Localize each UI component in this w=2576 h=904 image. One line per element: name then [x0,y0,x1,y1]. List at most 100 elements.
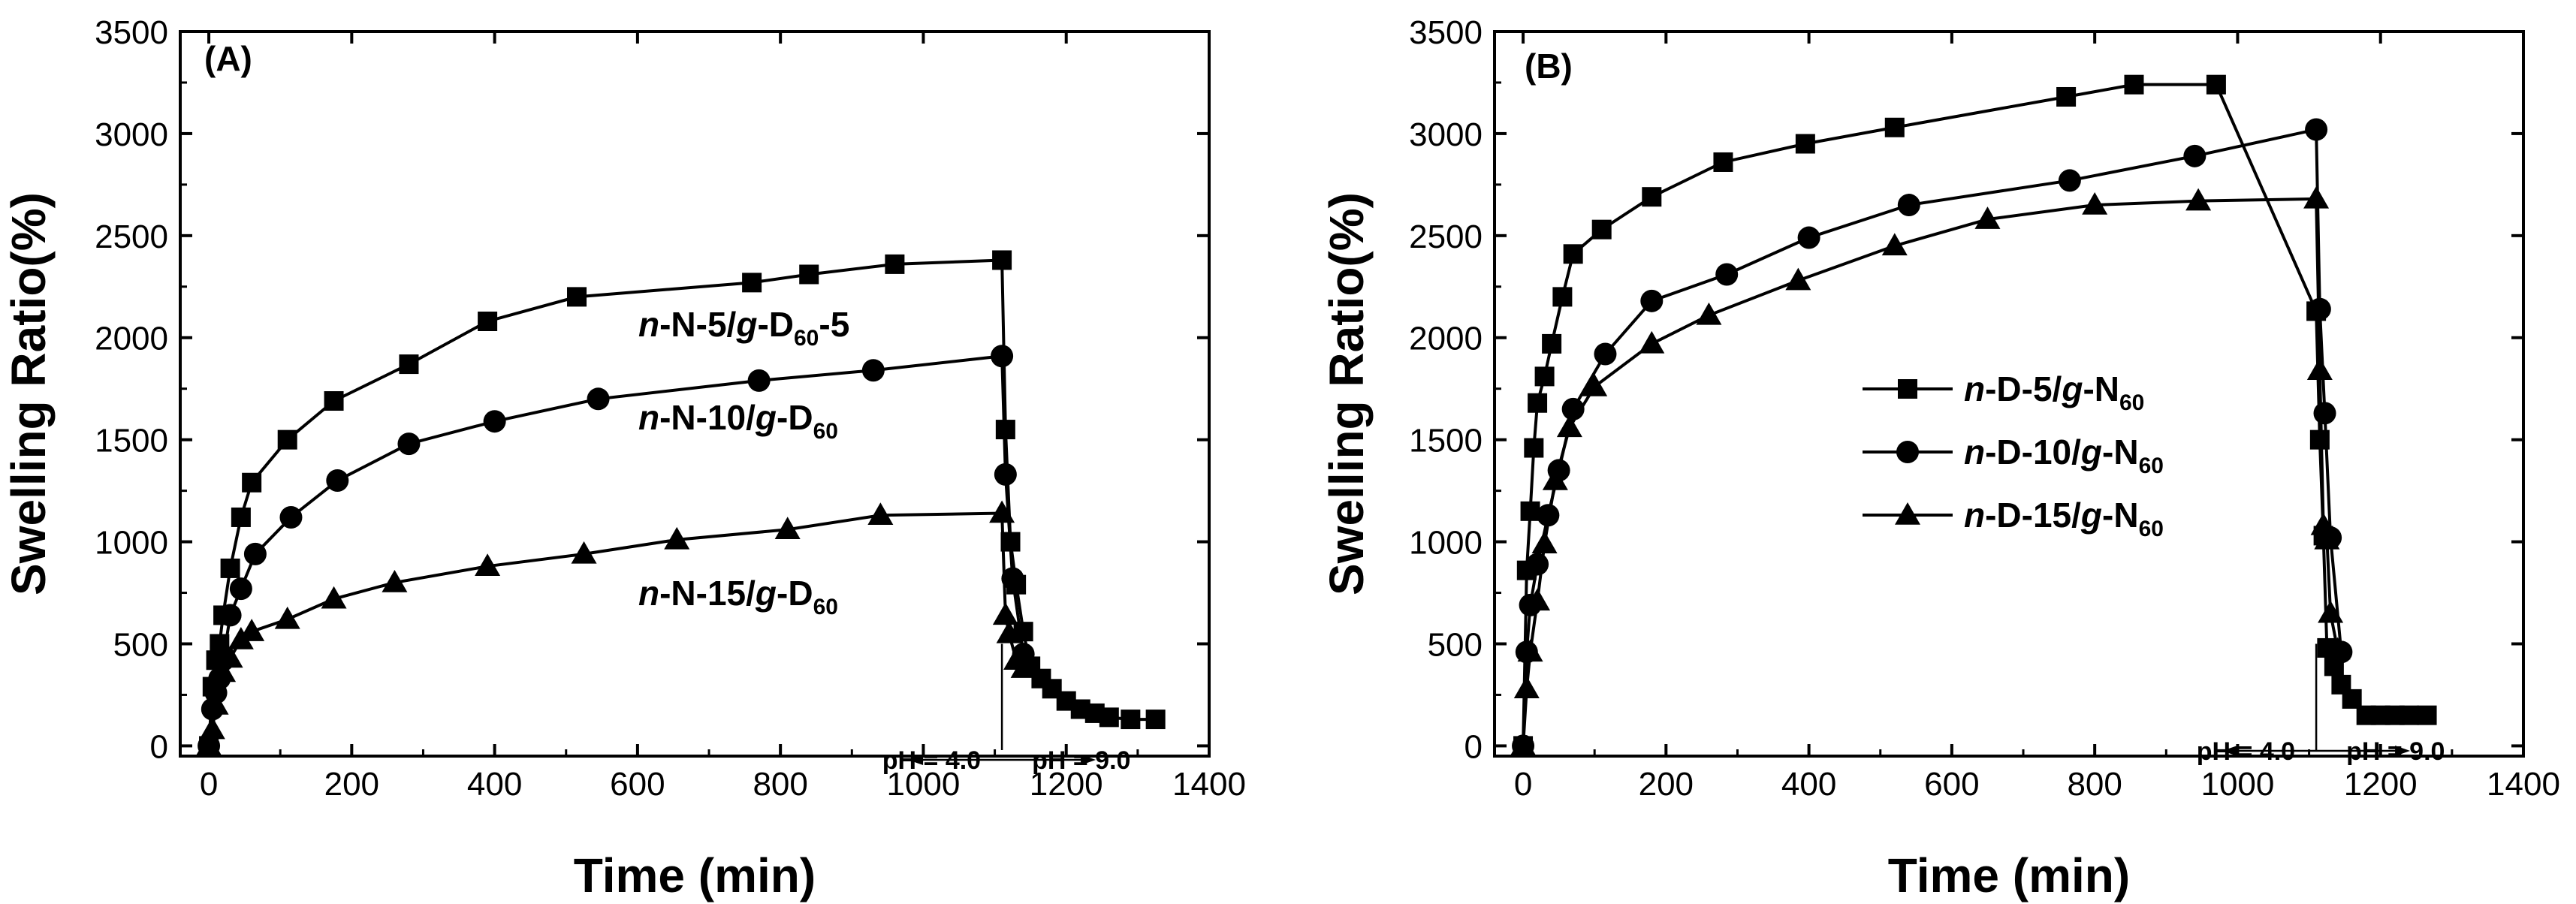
x-axis-title: Time (min) [574,848,816,902]
data-point-triangle [1513,676,1540,699]
data-point-square [1520,501,1540,521]
y-tick-label: 1000 [95,525,168,562]
data-point-square [2342,689,2362,709]
data-point-square [1528,393,1548,413]
data-point-circle [326,469,349,493]
label-part: g [2080,432,2102,472]
label-part: -N-15/ [659,574,756,613]
data-point-triangle [1974,206,2001,229]
data-point-triangle [2324,637,2351,660]
x-tick-label: 400 [467,766,522,803]
legend-marker-triangle [1895,502,1920,525]
x-tick-label: 600 [1924,766,1979,803]
x-tick-label: 400 [1781,766,1836,803]
data-point-square [1642,187,1662,207]
y-tick-label: 2500 [95,218,168,255]
data-point-circle [1797,226,1820,249]
x-tick-label: 1400 [2487,766,2560,803]
label-part: 60 [2139,454,2164,478]
data-point-triangle [2318,600,2344,623]
y-tick-label: 3500 [1409,14,1483,51]
label-part: -N [2083,369,2119,408]
data-point-triangle [664,526,690,550]
data-point-triangle [196,733,222,756]
x-tick-label: 200 [324,766,379,803]
data-point-square [242,472,262,493]
data-point-square [1145,710,1166,730]
y-tick-label: 0 [150,728,168,765]
label-part: -D [757,305,794,344]
label-part: n [1964,496,1985,535]
data-point-triangle [2314,526,2340,550]
label-part: g [755,398,777,437]
data-point-triangle [203,692,229,715]
data-point-square [742,273,762,293]
x-tick-label: 1400 [1172,766,1246,803]
series-label: n-N-5/g-D60-5 [638,305,849,351]
y-tick-label: 0 [1464,728,1483,765]
y-tick-label: 2000 [1409,321,1483,357]
label-part: -N-5/ [659,305,736,344]
data-point-triangle [1556,414,1582,438]
x-tick-label: 0 [200,766,218,803]
y-tick-label: 3000 [1409,116,1483,153]
data-point-circle [1001,567,1024,590]
data-point-triangle [2185,188,2212,211]
x-axis-title: Time (min) [1888,848,2130,902]
label-part: g [2061,369,2083,408]
data-point-square [1552,287,1573,307]
data-point-circle [483,410,506,433]
data-point-square [277,429,297,450]
data-point-square [992,250,1012,270]
label-part: 60 [813,595,838,619]
y-tick-label: 3000 [95,116,168,153]
data-point-square [2417,705,2437,725]
data-point-circle [229,577,252,601]
x-tick-label: 1000 [886,766,960,803]
data-point-triangle [1881,233,1908,256]
ph-right-label: pH = 9.0 [2346,737,2445,766]
data-point-triangle [2310,512,2336,535]
data-point-circle [994,463,1017,486]
series-label: n-D-10/g-N60 [1964,432,2164,478]
data-point-square [1563,244,1583,264]
data-point-square [2056,86,2077,107]
label-part: n [638,574,659,613]
label-part: n [638,305,659,344]
label-part: -5 [819,305,849,344]
data-point-circle [243,542,267,565]
data-point-triangle [1542,468,1568,490]
y-tick-label: 3500 [95,14,168,51]
data-point-circle [991,345,1014,368]
y-axis-title: Swelling Ratio(%) [1320,192,1374,595]
data-point-triangle [199,716,225,740]
ph-arrowhead-left [2222,746,2238,756]
label-part: 60 [794,326,819,351]
y-tick-label: 1500 [1409,423,1483,460]
data-point-triangle [571,541,597,564]
label-part: -N-10/ [659,398,756,437]
data-point-circle [1526,553,1549,576]
legend-marker-square [1898,379,1917,399]
label-part: -D [777,398,813,437]
panel-label: (B) [1525,47,1573,86]
data-point-circle [1897,194,1920,217]
chart-panel-a: 0 200 400 600 800 1000 1200 1400 0 500 1000 1500 200… [2,14,1246,902]
x-tick-label: 600 [610,766,665,803]
data-point-square [2124,74,2144,95]
data-point-circle [219,604,242,627]
label-part: -D-15/ [1985,496,2081,535]
data-point-triangle [989,500,1015,523]
data-point-triangle [867,502,894,525]
data-point-square [1099,707,1119,728]
x-tick-label: 1000 [2200,766,2274,803]
data-point-square [1524,438,1544,458]
x-tick-label: 200 [1639,766,1694,803]
x-tick-label: 1200 [2344,766,2418,803]
y-tick-label: 500 [1428,626,1483,663]
label-part: 60 [2139,517,2164,541]
data-point-triangle [1531,531,1558,554]
series-label: n-D-15/g-N60 [1964,496,2164,541]
data-point-square [567,287,587,307]
y-tick-label: 500 [113,626,168,663]
